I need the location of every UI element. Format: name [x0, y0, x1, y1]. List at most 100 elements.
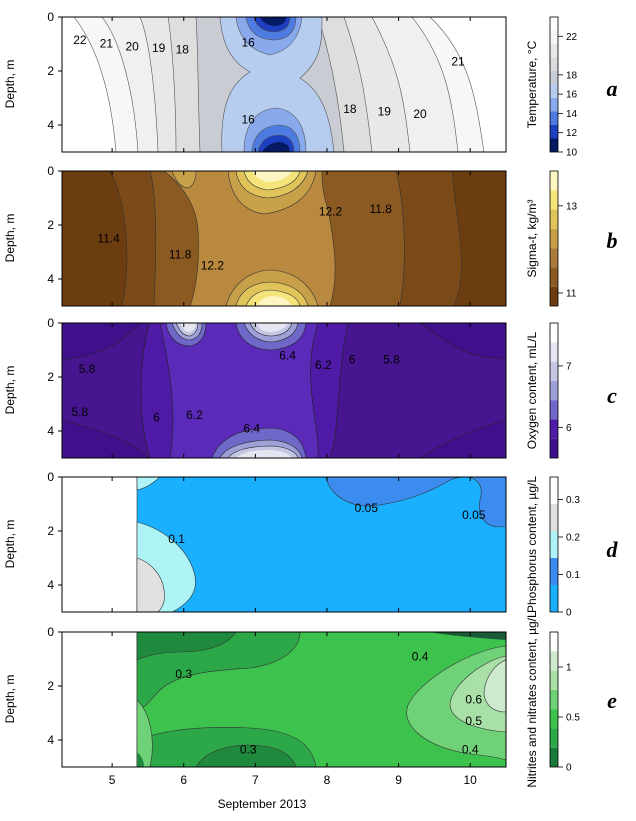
- y-tick-label: 4: [47, 424, 54, 438]
- contour-label: 0.1: [168, 532, 185, 546]
- x-tick-label: 9: [395, 773, 402, 787]
- colorbar-tick-label: 0.5: [566, 713, 580, 724]
- panel-b-contour-labels: 11.4 11.8 12.2 12.2 11.8: [97, 202, 392, 273]
- sigma-band-12-6: [171, 171, 319, 306]
- contour-label: 6.2: [186, 408, 203, 422]
- panel-e-y-axis: 0 2 4: [47, 625, 62, 747]
- colorbar-swatch: [550, 728, 558, 748]
- contour-label: 5.8: [383, 352, 400, 366]
- x-axis-title: September 2013: [218, 797, 307, 811]
- panel-b-ylabel: Depth, m: [3, 214, 17, 263]
- colorbar-sigma: 11 13 Sigma-t, kg/m³: [525, 170, 578, 307]
- y-tick-label: 2: [47, 64, 54, 78]
- panel-b-frame: [61, 170, 507, 307]
- colorbar-tick-label: 10: [566, 148, 578, 159]
- panel-e-letter: e: [607, 688, 617, 713]
- contour-label: 16: [242, 36, 256, 50]
- x-axis-tick-labels: 5 6 7 8 9 10: [109, 773, 477, 787]
- nitrates-field: [62, 632, 506, 767]
- colorbar-swatch: [550, 125, 558, 139]
- x-tick-label: 5: [109, 773, 116, 787]
- colorbar-tick-label: 16: [566, 90, 578, 101]
- y-tick-label: 4: [47, 272, 54, 286]
- panel-d-frame: [61, 476, 507, 613]
- contour-label: 21: [451, 55, 465, 69]
- colorbar-swatch: [550, 98, 558, 112]
- colorbar-swatch: [550, 709, 558, 729]
- colorbar-swatch: [550, 342, 558, 362]
- contour-label: 22: [73, 33, 87, 47]
- contour-label: 18: [343, 102, 357, 116]
- colorbar-swatch: [550, 84, 558, 98]
- colorbar-swatch: [550, 44, 558, 58]
- x-tick-label: 8: [324, 773, 331, 787]
- panel-a-x-ticks: [111, 17, 471, 152]
- contour-label: 0.05: [355, 501, 379, 515]
- colorbar-frame: [549, 16, 559, 153]
- colorbar-swatch: [550, 171, 558, 191]
- contour-label: 12.2: [319, 205, 343, 219]
- panel-e-ylabel: Depth, m: [3, 675, 17, 724]
- colorbar-label: Nitrites and nitrates content, µg/L: [525, 611, 539, 788]
- y-tick-label: 2: [47, 524, 54, 538]
- colorbar-tick-label: 0: [566, 608, 572, 619]
- colorbar-swatch: [550, 400, 558, 420]
- contour-label: 19: [378, 105, 392, 119]
- colorbar-swatch: [550, 531, 558, 558]
- contour-label: 11.8: [169, 248, 192, 262]
- contour-label: 0.05: [462, 508, 486, 522]
- colorbar-tick-label: 18: [566, 70, 578, 81]
- panel-sigma-t: 0 2 4 11.4 11.8 12.2 12.2 11.8 Depth, m 11 13 Si…: [3, 164, 618, 307]
- nitr-band-0-8: [483, 659, 506, 713]
- contour-label: 5.8: [79, 362, 96, 376]
- panel-b-x-ticks: [111, 171, 471, 306]
- colorbar-swatch: [550, 323, 558, 343]
- y-tick-label: 4: [47, 578, 54, 592]
- contour-label: 20: [126, 40, 140, 54]
- colorbar-label: Oxygen content, mL/L: [525, 331, 539, 449]
- panel-oxygen: 0 2 4 5.8 5.8 6 6.2 6.4 6.4 6.2 6 5.8 Depth, m 6 7 O…: [3, 316, 617, 459]
- colorbar-label: Sigma-t, kg/m³: [525, 199, 539, 277]
- sigma-field: [62, 171, 506, 306]
- temp-band-14: [245, 17, 301, 152]
- colorbar-swatch: [550, 651, 558, 671]
- panel-d-ylabel: Depth, m: [3, 520, 17, 569]
- y-tick-label: 2: [47, 370, 54, 384]
- colorbar-tick-label: 0.2: [566, 533, 580, 544]
- sigma-band-13-4: [243, 171, 301, 306]
- nitr-band-dark-top: [430, 632, 506, 640]
- panel-e-contour-labels: 0.3 0.4 0.6 0.5 0.4 0.3: [175, 649, 482, 756]
- panel-b-letter: b: [607, 228, 618, 253]
- phos-band-0-2: [136, 557, 165, 612]
- colorbar-swatch: [550, 380, 558, 401]
- colorbar-tick-label: 7: [566, 361, 572, 372]
- colorbar-label: Temperature, °C: [525, 40, 539, 128]
- colorbar-tick-label: 22: [566, 32, 578, 43]
- contour-label: 6.4: [279, 348, 296, 362]
- panel-d-contour-labels: 0.05 0.05 0.1: [168, 501, 486, 546]
- contour-label: 18: [176, 42, 190, 56]
- y-tick-label: 0: [47, 316, 54, 330]
- contour-label: 6: [153, 411, 160, 425]
- contour-label: 0.4: [462, 742, 479, 756]
- panel-a-contour-labels: 22 21 20 19 18 16 16 18 19 20 21: [73, 33, 465, 127]
- y-tick-label: 0: [47, 625, 54, 639]
- contour-label: 0.3: [240, 742, 257, 756]
- colorbar-tick-label: 0.1: [566, 570, 580, 581]
- colorbar-nitrates: 0 0.5 1 Nitrites and nitrates content, µg/L: [525, 611, 580, 788]
- oxygen-field: [62, 323, 506, 458]
- contour-label: 11.4: [97, 232, 120, 246]
- colorbar-swatch: [550, 504, 558, 531]
- y-tick-label: 2: [47, 679, 54, 693]
- colorbar-swatch: [550, 286, 558, 306]
- colorbar-tick-label: 0: [566, 763, 572, 774]
- colorbar-frame: [549, 476, 559, 613]
- phosphorus-field: [62, 477, 506, 612]
- panel-c-x-ticks: [111, 323, 471, 458]
- x-tick-label: 7: [252, 773, 259, 787]
- colorbar-swatch: [550, 248, 558, 268]
- colorbar-frame: [549, 631, 559, 768]
- colorbar-swatch: [550, 689, 558, 710]
- colorbar-swatch: [550, 558, 558, 585]
- colorbar-tick-label: 11: [566, 288, 577, 299]
